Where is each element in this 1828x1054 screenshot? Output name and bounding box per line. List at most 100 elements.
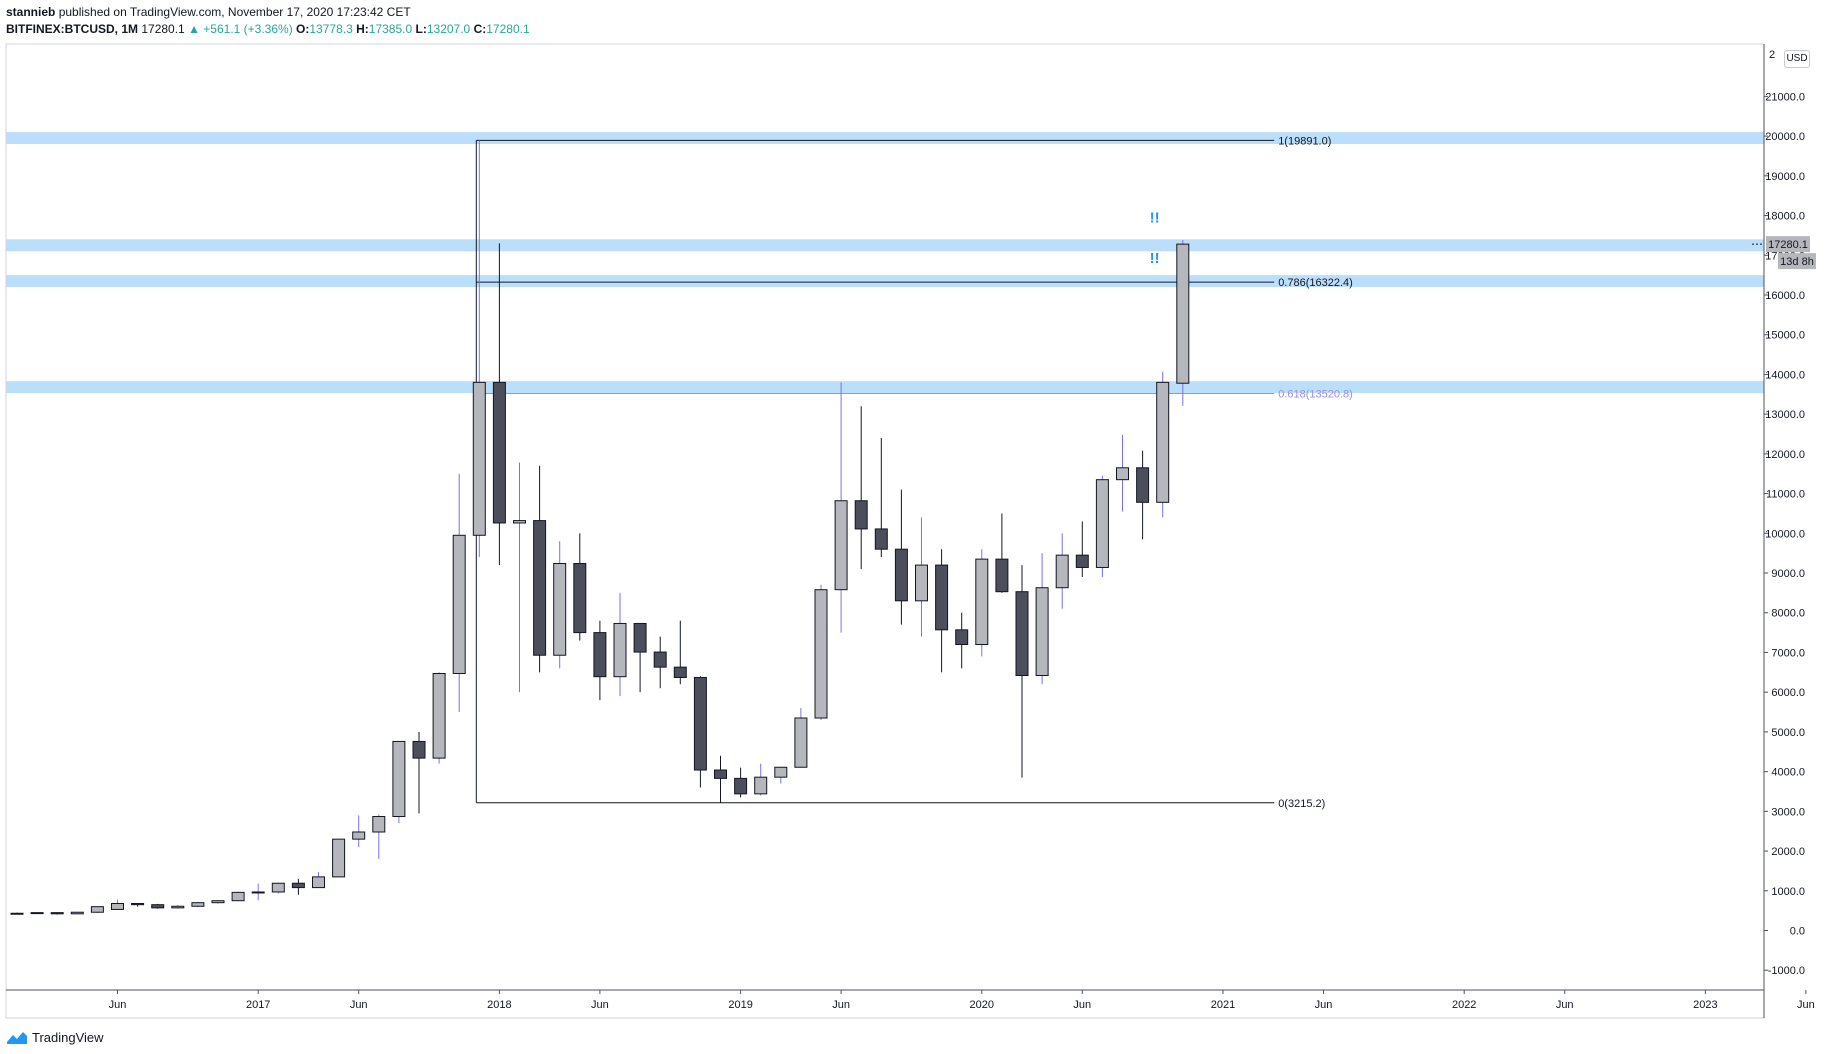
candle-body[interactable] <box>131 902 145 906</box>
candle-body[interactable] <box>834 500 848 591</box>
candle-body[interactable] <box>693 676 707 771</box>
time-tick-label: 2018 <box>487 999 511 1011</box>
candle-body[interactable] <box>70 911 84 915</box>
candle-body[interactable] <box>1055 554 1069 589</box>
time-tick-label: Jun <box>1556 999 1574 1011</box>
candle-body[interactable] <box>271 882 285 893</box>
time-tick-label: Jun <box>832 999 850 1011</box>
candle-body[interactable] <box>251 891 265 894</box>
candle-body[interactable] <box>995 558 1009 593</box>
candle-body[interactable] <box>472 381 486 536</box>
last-price: 17280.1 <box>141 22 185 36</box>
symbol-name[interactable]: BITFINEX:BTCUSD, 1M <box>6 22 138 36</box>
candle-body[interactable] <box>915 564 928 602</box>
candle-body[interactable] <box>492 381 506 524</box>
candle-body[interactable] <box>1015 591 1029 676</box>
open-label: O: <box>296 22 310 36</box>
candle-body[interactable] <box>111 902 124 910</box>
candle-body[interactable] <box>191 902 205 907</box>
open-value: 13778.3 <box>309 22 353 36</box>
candle-body[interactable] <box>874 528 888 550</box>
candle-body[interactable] <box>794 717 808 768</box>
candle-body[interactable] <box>291 882 305 889</box>
candle-body[interactable] <box>513 520 526 524</box>
candle-body[interactable] <box>1075 554 1089 568</box>
candle-body[interactable] <box>935 564 949 631</box>
symbol-legend: BITFINEX:BTCUSD, 1M 17280.1 ▲ +561.1 (+3… <box>6 21 530 37</box>
time-axis[interactable]: Jun 2017 Jun 2018 Jun 2019 Jun 2020 Jun 2021 Jun 20… <box>109 990 1828 1011</box>
time-tick-label: 2022 <box>1452 999 1476 1011</box>
price-tick-label: 18000.0 <box>1765 211 1805 223</box>
candle-body[interactable] <box>30 912 44 915</box>
candle-body[interactable] <box>432 673 446 759</box>
candle-body[interactable] <box>452 534 466 675</box>
candle-body[interactable] <box>533 520 547 656</box>
price-tick-label: 15000.0 <box>1765 330 1805 342</box>
price-tick-label: 5000.0 <box>1771 727 1805 739</box>
candle-body[interactable] <box>211 900 225 904</box>
candle-body[interactable] <box>50 912 64 915</box>
candle-body[interactable] <box>352 831 366 840</box>
candle-body[interactable] <box>231 891 245 902</box>
alert-marker-1[interactable]: !! <box>1150 250 1160 267</box>
time-tick-label: 2023 <box>1693 999 1717 1011</box>
candle-body[interactable] <box>573 562 587 634</box>
candle-body[interactable] <box>774 766 788 778</box>
candle-body[interactable] <box>714 769 727 779</box>
sr-zone-2[interactable] <box>6 275 1764 288</box>
fib-level-label-0: 1(19891.0) <box>1278 135 1331 147</box>
last-price-tag <box>1766 236 1810 253</box>
time-tick-label: 2020 <box>970 999 994 1011</box>
price-axis[interactable]: -1000.0 0.0 1000.0 2000.0 3000.0 4000.0 5000.0… <box>1764 49 1805 977</box>
candle-body[interactable] <box>151 904 165 909</box>
candle-body[interactable] <box>412 740 426 759</box>
publish-info: stannieb published on TradingView.com, N… <box>6 4 411 20</box>
price-tick-label: 3000.0 <box>1771 806 1805 818</box>
candle-body[interactable] <box>312 876 325 889</box>
close-value: 17280.1 <box>486 22 530 36</box>
candle-body[interactable] <box>392 740 406 818</box>
candle-body[interactable] <box>754 776 768 795</box>
candle-body[interactable] <box>1156 381 1170 503</box>
price-change: ▲ +561.1 (+3.36%) <box>188 22 293 36</box>
fib-level-label-1: 0.786(16322.4) <box>1278 277 1353 289</box>
candle-body[interactable] <box>10 912 24 915</box>
price-labels: 17280.1 13d 8h <box>1752 236 1816 270</box>
candle-body[interactable] <box>734 777 748 795</box>
candle-body[interactable] <box>553 562 567 656</box>
candle-body[interactable] <box>171 905 185 909</box>
alert-marker-0[interactable]: !! <box>1150 209 1160 226</box>
candle-body[interactable] <box>613 622 627 678</box>
high-label: H: <box>356 22 369 36</box>
candle-body[interactable] <box>975 558 989 646</box>
candle-body[interactable] <box>673 666 687 678</box>
footer-branding[interactable]: TradingView <box>6 1026 104 1048</box>
candle-body[interactable] <box>372 816 386 833</box>
countdown-tag-text: 13d 8h <box>1780 256 1814 268</box>
candle-body[interactable] <box>1095 479 1109 568</box>
price-tick-label: 2000.0 <box>1771 846 1805 858</box>
candle-body[interactable] <box>814 589 828 719</box>
fibonacci-layer[interactable]: 1(19891.0) 0.786(16322.4) 0.618(13520.8) 0(… <box>475 135 1353 810</box>
candle-body[interactable] <box>854 500 868 530</box>
candle-body[interactable] <box>633 622 647 653</box>
author-name[interactable]: stannieb <box>6 5 56 19</box>
candle-body[interactable] <box>1136 467 1150 503</box>
candle-body[interactable] <box>894 548 908 602</box>
candle-body[interactable] <box>90 906 104 913</box>
candle-body[interactable] <box>593 632 607 678</box>
candles-layer <box>10 140 1190 915</box>
candle-body[interactable] <box>1035 587 1049 676</box>
candle-body[interactable] <box>653 651 667 668</box>
sr-zone-1[interactable] <box>6 239 1764 252</box>
candle-body[interactable] <box>1176 243 1190 384</box>
sr-zone-0[interactable] <box>6 132 1764 145</box>
candle-body[interactable] <box>955 629 969 646</box>
price-tick-label: 19000.0 <box>1765 171 1805 183</box>
candle-body[interactable] <box>1116 467 1129 481</box>
candle-body[interactable] <box>332 838 346 878</box>
price-tick-label: 7000.0 <box>1771 647 1805 659</box>
currency-badge[interactable]: USD <box>1784 50 1810 68</box>
sr-zone-3[interactable] <box>6 381 1764 394</box>
